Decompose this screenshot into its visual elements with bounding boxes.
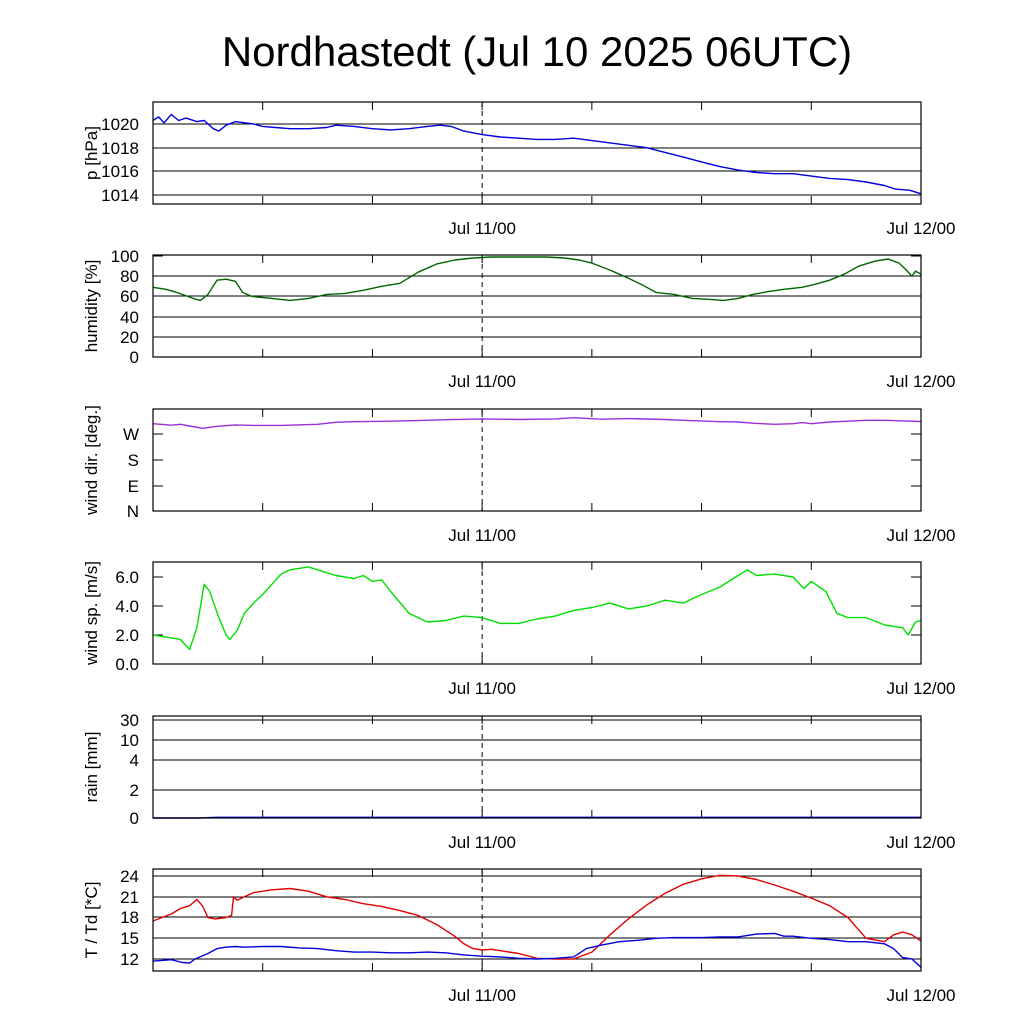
panel-frame	[152, 715, 922, 819]
y-tick-label: 40	[120, 308, 139, 327]
y-tick-label: E	[128, 477, 139, 496]
chart-title: Nordhastedt (Jul 10 2025 06UTC)	[222, 28, 852, 75]
x-tick-label: Jul 11/00	[448, 219, 516, 238]
y-tick-label: 100	[111, 247, 139, 266]
y-axis-label: wind dir. [deg.]	[82, 405, 101, 516]
y-tick-label: 2.0	[115, 626, 139, 645]
y-tick-label: 21	[120, 888, 139, 907]
x-tick-label: Jul 12/00	[887, 219, 956, 238]
y-tick-label: 0.0	[115, 655, 139, 674]
series-line-1-0	[152, 256, 922, 302]
y-tick-label: 4	[130, 751, 139, 770]
panel-3: 0.0 2.0 4.0 6.0 wind sp. [m/s] Jul 11/00 Jul 1…	[82, 561, 956, 698]
y-tick-label: 0	[130, 348, 139, 367]
y-axis-label: rain [mm]	[82, 732, 101, 803]
y-tick-label: 1020	[101, 115, 139, 134]
y-tick-label: 24	[120, 867, 139, 886]
y-tick-label: W	[123, 425, 139, 444]
series-line-3-0	[152, 566, 922, 651]
x-tick-label: Jul 11/00	[448, 986, 516, 1005]
y-tick-label: 0	[130, 809, 139, 828]
x-tick-label: Jul 11/00	[448, 372, 516, 391]
panel-frame	[152, 868, 922, 972]
y-tick-label: N	[127, 502, 139, 521]
y-tick-label: 60	[120, 287, 139, 306]
series-line-5-0	[152, 874, 922, 960]
y-tick-label: 10	[120, 731, 139, 750]
series-line-5-1	[152, 932, 922, 968]
x-tick-label: Jul 12/00	[887, 986, 956, 1005]
y-tick-label: 12	[120, 950, 139, 969]
x-tick-label: Jul 12/00	[887, 526, 956, 545]
y-axis-label: p [hPa]	[82, 126, 101, 180]
panel-frame	[152, 561, 922, 665]
x-tick-label: Jul 11/00	[448, 526, 516, 545]
x-tick-label: Jul 12/00	[887, 679, 956, 698]
y-tick-label: 1016	[101, 162, 139, 181]
series-line-2-0	[152, 417, 922, 429]
y-axis-label: T / Td [*C]	[82, 882, 101, 959]
y-tick-label: 6.0	[115, 568, 139, 587]
series-line-0-0	[152, 113, 922, 195]
panel-frame	[152, 254, 922, 358]
panel-frame	[152, 408, 922, 512]
panel-frame	[152, 101, 922, 205]
x-tick-label: Jul 12/00	[887, 372, 956, 391]
y-tick-label: 1018	[101, 139, 139, 158]
x-tick-label: Jul 12/00	[887, 833, 956, 852]
x-tick-label: Jul 11/00	[448, 833, 516, 852]
y-axis-label: wind sp. [m/s]	[82, 561, 101, 666]
y-tick-label: 15	[120, 929, 139, 948]
y-tick-label: 2	[130, 781, 139, 800]
y-tick-label: 1014	[101, 186, 139, 205]
y-tick-label: 4.0	[115, 597, 139, 616]
y-tick-label: 80	[120, 267, 139, 286]
y-tick-label: S	[128, 451, 139, 470]
y-tick-label: 30	[120, 711, 139, 730]
y-tick-label: 20	[120, 328, 139, 347]
y-axis-label: humidity [%]	[82, 260, 101, 353]
x-tick-label: Jul 11/00	[448, 679, 516, 698]
y-tick-label: 18	[120, 908, 139, 927]
